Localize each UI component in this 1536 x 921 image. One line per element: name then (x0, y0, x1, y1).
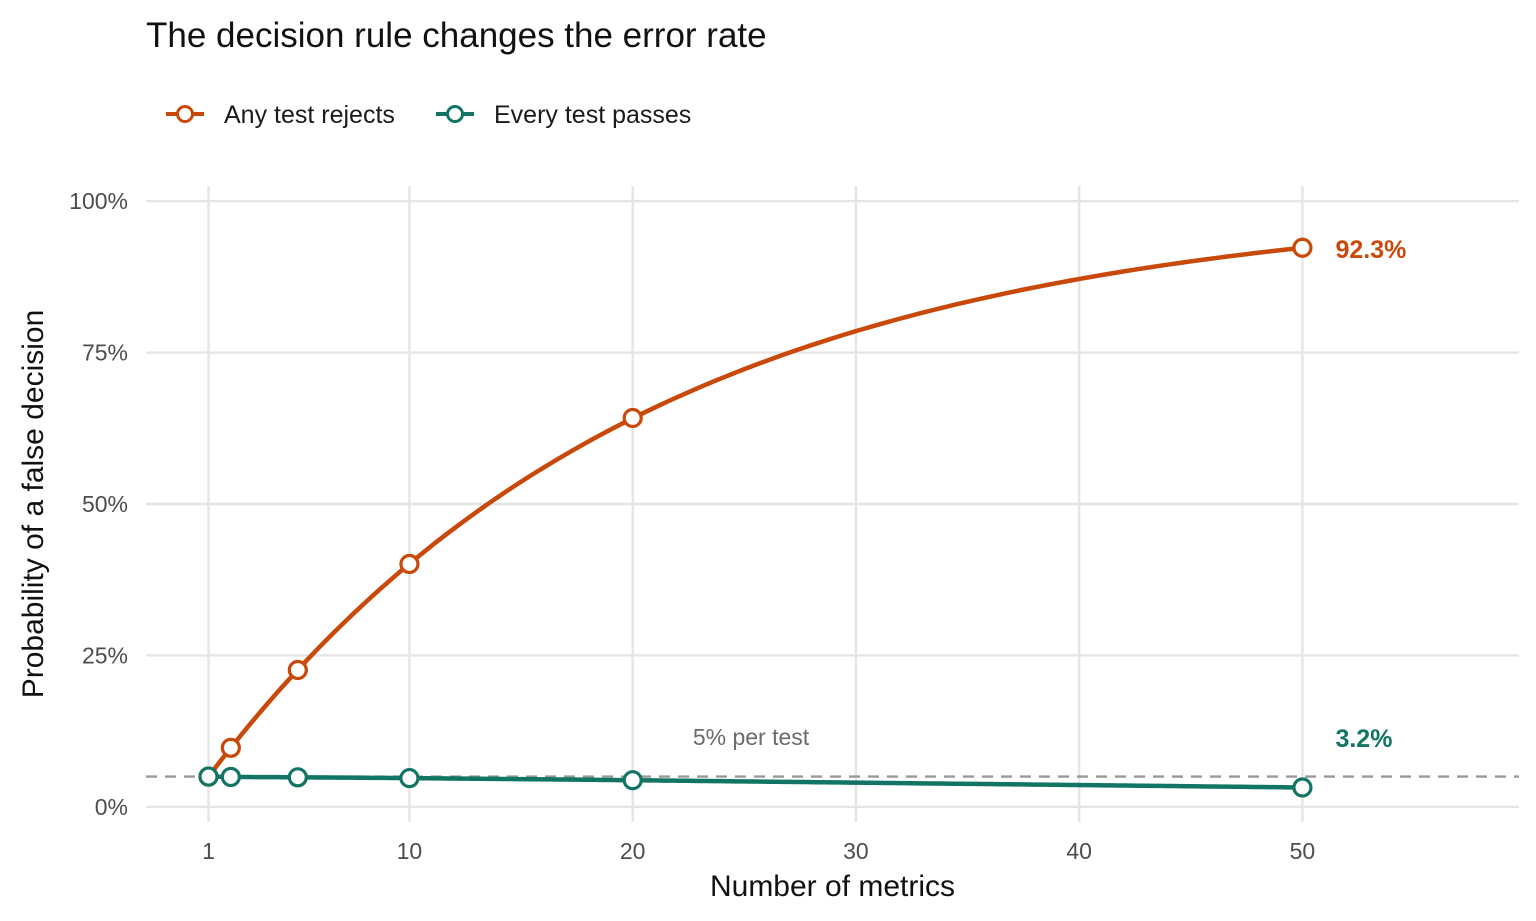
data-point (287, 767, 308, 788)
y-axis-title: Probability of a false decision (17, 310, 50, 699)
legend-key-point (176, 105, 194, 123)
reference-line-label: 5% per test (693, 724, 810, 750)
data-point (622, 407, 643, 429)
y-tick-label: 50% (82, 491, 128, 517)
data-point (287, 659, 308, 681)
chart-title: The decision rule changes the error rate (146, 16, 767, 55)
x-tick-label: 20 (620, 838, 646, 864)
data-point (399, 553, 420, 575)
data-point (198, 766, 219, 787)
series-any-test-rejects: 92.3% (198, 236, 1406, 787)
series-line (206, 245, 1305, 779)
end-value-label: 92.3% (1335, 236, 1406, 264)
x-axis-ticks: 1 10 20 30 40 50 (202, 838, 1315, 864)
series-line (206, 774, 1305, 790)
legend-label: Any test rejects (224, 101, 395, 129)
y-tick-label: 100% (69, 188, 128, 214)
legend: Any test rejects Every test passes (166, 101, 691, 129)
x-axis-title: Number of metrics (710, 870, 955, 903)
series-group: 92.3% 3.2% (198, 236, 1406, 798)
y-tick-label: 75% (82, 340, 128, 366)
data-point (220, 737, 241, 758)
x-tick-label: 1 (202, 838, 215, 864)
y-tick-label: 0% (95, 794, 128, 820)
data-point (1292, 777, 1313, 798)
data-point (1292, 237, 1313, 258)
data-point (220, 766, 241, 788)
x-tick-label: 40 (1066, 838, 1092, 864)
grid (146, 186, 1519, 822)
x-tick-label: 50 (1290, 838, 1316, 864)
series-every-test-passes: 3.2% (198, 725, 1392, 798)
legend-item: Every test passes (436, 101, 691, 129)
legend-item: Any test rejects (166, 101, 395, 129)
end-value-label: 3.2% (1335, 725, 1392, 753)
legend-label: Every test passes (494, 101, 691, 129)
x-tick-label: 10 (397, 838, 423, 864)
data-point (622, 770, 643, 791)
y-axis-ticks: 0% 25% 50% 75% 100% (69, 188, 128, 820)
y-tick-label: 25% (82, 642, 128, 668)
data-point (399, 767, 420, 789)
x-tick-label: 30 (843, 838, 869, 864)
legend-key-point (446, 105, 464, 123)
